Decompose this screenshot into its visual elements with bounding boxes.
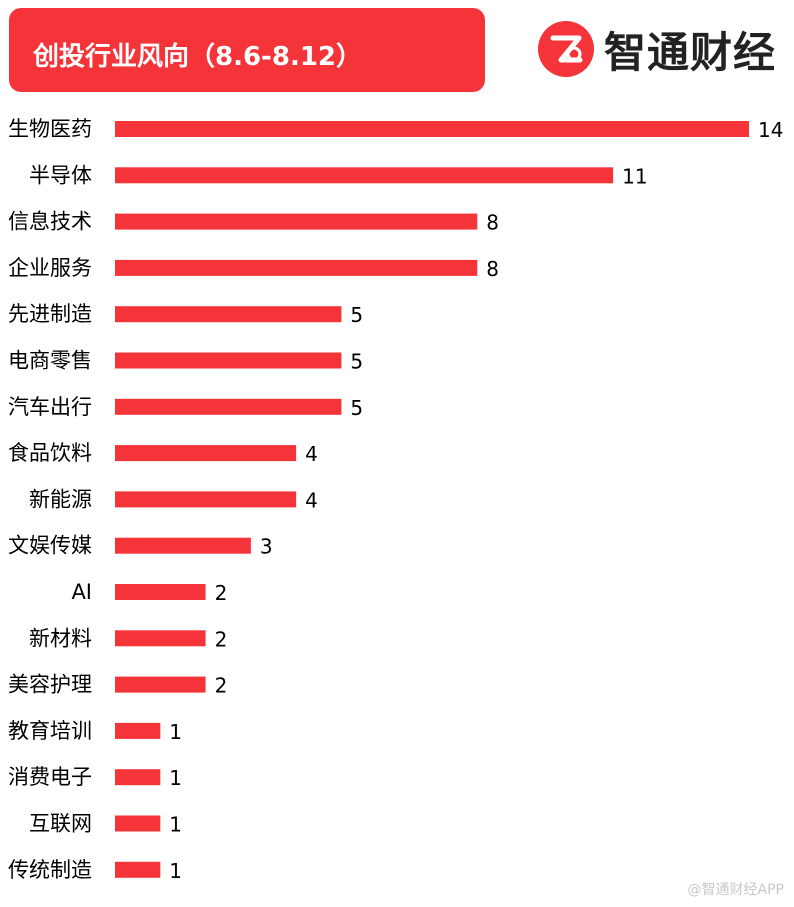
value-label: 5	[350, 396, 363, 420]
value-label: 14	[758, 118, 783, 142]
value-label: 3	[260, 535, 273, 559]
bar-9	[115, 491, 297, 508]
value-label: 8	[486, 257, 499, 281]
category-label: 教育培训	[8, 719, 92, 743]
bar-13	[115, 676, 206, 693]
category-label: 生物医药	[8, 117, 92, 141]
bar-4	[115, 259, 478, 276]
value-label: 8	[486, 211, 499, 235]
value-label: 11	[622, 164, 647, 188]
bar-15	[115, 769, 161, 786]
bar-8	[115, 445, 297, 462]
value-label: 4	[305, 488, 318, 512]
category-label: 美容护理	[8, 673, 92, 697]
category-label: 新材料	[29, 626, 92, 650]
category-label: 企业服务	[8, 256, 92, 280]
watermark: @智通财经APP	[687, 882, 784, 898]
category-label: 文娱传媒	[8, 534, 92, 558]
bar-16	[115, 815, 161, 832]
value-label: 1	[169, 813, 182, 837]
bar-17	[115, 861, 161, 878]
brand-logo: 智通财经	[538, 20, 776, 78]
category-label: 信息技术	[8, 210, 92, 234]
value-label: 5	[350, 303, 363, 327]
bar-11	[115, 584, 206, 600]
value-label: 1	[169, 859, 182, 883]
page-title: 创投行业风向（8.6-8.12）	[33, 42, 362, 72]
bar-7	[115, 398, 342, 415]
category-label: 先进制造	[8, 302, 92, 326]
bar-14	[115, 722, 161, 739]
category-label: 电商零售	[8, 349, 92, 373]
bar-2	[115, 167, 614, 184]
category-label: 汽车出行	[8, 395, 92, 419]
category-label: 互联网	[29, 812, 92, 836]
bar-6	[115, 352, 342, 369]
category-label: 半导体	[29, 163, 92, 187]
value-label: 1	[169, 720, 182, 744]
value-label: 4	[305, 442, 318, 466]
bar-3	[115, 213, 478, 230]
brand-name: 智通财经	[604, 27, 777, 77]
category-label: 消费电子	[8, 765, 92, 789]
value-label: 1	[169, 766, 182, 790]
zhitong-logo-icon	[538, 21, 594, 77]
value-label: 2	[215, 581, 228, 605]
category-label: AI	[71, 580, 92, 604]
value-label: 2	[215, 627, 228, 651]
category-label: 传统制造	[8, 858, 92, 882]
value-label: 5	[350, 350, 363, 374]
title-banner: 创投行业风向（8.6-8.12）	[9, 8, 485, 92]
bar-5	[115, 306, 342, 323]
category-label: 食品饮料	[8, 441, 92, 465]
category-label: 新能源	[29, 487, 92, 511]
bar-10	[115, 537, 251, 554]
bar-1	[115, 121, 749, 137]
bar-12	[115, 630, 206, 647]
value-label: 2	[215, 674, 228, 698]
